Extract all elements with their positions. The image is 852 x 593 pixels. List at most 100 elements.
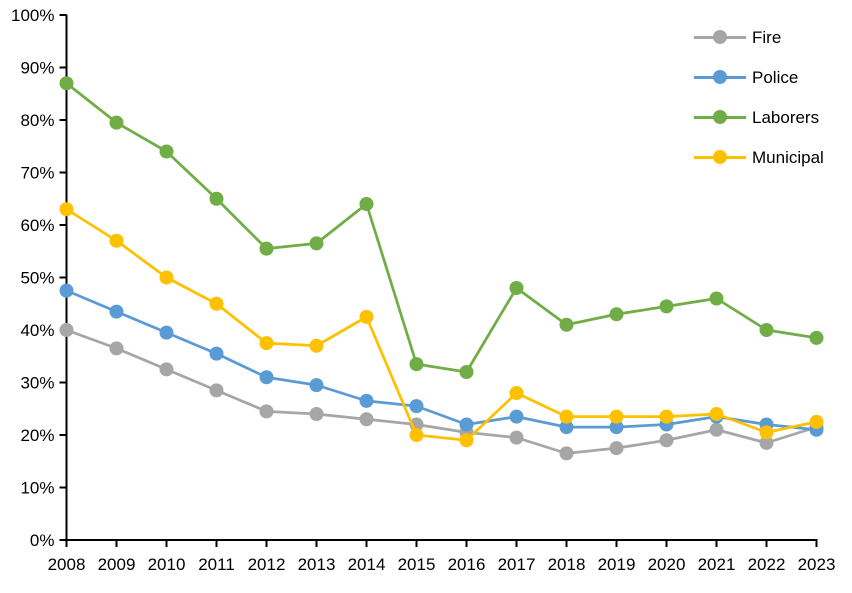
data-point-laborers-2015 [409, 357, 424, 372]
series-line-laborers [65, 81, 818, 374]
data-point-laborers-2016 [459, 365, 474, 379]
data-point-fire-2008 [59, 323, 74, 337]
series-line-police [65, 289, 818, 432]
data-point-municipal-2014 [359, 309, 374, 324]
data-point-fire-2014 [359, 412, 374, 427]
data-point-laborers-2011 [209, 191, 224, 206]
data-point-police-2010 [159, 325, 174, 340]
y-tick-label: 10% [20, 479, 54, 498]
data-point-fire-2012 [259, 404, 274, 419]
x-tick-label: 2008 [48, 555, 86, 574]
data-point-municipal-2021 [709, 407, 724, 421]
y-tick-label: 20% [20, 426, 54, 445]
x-tick-label: 2013 [298, 555, 336, 574]
y-tick-label: 30% [20, 374, 54, 393]
data-point-laborers-2022 [759, 323, 774, 337]
x-tick-label: 2011 [198, 555, 235, 574]
data-point-laborers-2021 [709, 291, 724, 306]
legend-label-fire: Fire [752, 27, 782, 47]
data-point-police-2012 [259, 370, 274, 385]
data-point-municipal-2019 [609, 409, 624, 424]
x-tick-label: 2019 [598, 555, 636, 574]
x-tick-label: 2010 [148, 555, 186, 574]
data-point-municipal-2018 [559, 409, 574, 424]
x-tick-label: 2020 [648, 555, 686, 574]
data-point-laborers-2008 [59, 76, 74, 91]
data-point-police-2013 [309, 378, 324, 393]
x-tick-label: 2018 [548, 555, 586, 574]
y-tick-label: 50% [20, 269, 54, 288]
x-tick-label: 2014 [348, 555, 386, 574]
data-point-fire-2018 [559, 446, 574, 461]
data-point-fire-2022 [759, 435, 774, 450]
data-point-laborers-2023 [809, 330, 824, 345]
data-point-police-2017 [509, 409, 524, 424]
data-point-municipal-2017 [509, 386, 524, 400]
y-tick-label: 0% [30, 531, 55, 550]
data-point-municipal-2012 [259, 336, 274, 351]
data-point-laborers-2012 [259, 241, 274, 256]
data-point-laborers-2019 [609, 307, 624, 322]
legend-label-police: Police [752, 67, 799, 87]
data-point-laborers-2014 [359, 197, 374, 211]
data-point-police-2016 [459, 417, 474, 432]
data-point-municipal-2011 [209, 296, 224, 311]
data-point-laborers-2020 [659, 299, 674, 314]
data-point-fire-2009 [109, 341, 124, 356]
data-point-municipal-2013 [309, 338, 324, 353]
data-point-fire-2010 [159, 362, 174, 377]
data-point-fire-2021 [709, 422, 724, 437]
y-tick-label: 100% [11, 6, 54, 25]
data-point-municipal-2008 [59, 202, 74, 217]
y-tick-label: 80% [20, 111, 54, 130]
legend-label-municipal: Municipal [752, 147, 824, 167]
data-point-fire-2017 [509, 430, 524, 445]
data-point-police-2018 [559, 420, 574, 435]
data-point-police-2019 [609, 420, 624, 435]
chart-legend: Fire Police Laborers Municipal [694, 17, 824, 177]
y-tick-label: 70% [20, 164, 54, 183]
legend-item-fire: Fire [694, 17, 824, 57]
x-tick-label: 2015 [398, 555, 436, 574]
data-point-municipal-2009 [109, 233, 124, 248]
legend-label-laborers: Laborers [752, 107, 820, 127]
data-point-municipal-2016 [459, 433, 474, 448]
data-point-police-2009 [109, 304, 124, 319]
data-point-municipal-2020 [659, 409, 674, 424]
series-line-municipal [65, 207, 818, 442]
data-point-police-2008 [59, 283, 74, 298]
data-point-fire-2020 [659, 433, 674, 448]
legend-marker-laborers-icon [694, 110, 746, 124]
data-point-fire-2013 [309, 407, 324, 421]
x-tick-label: 2016 [448, 555, 486, 574]
y-tick-label: 40% [20, 321, 54, 340]
data-point-police-2015 [409, 399, 424, 414]
data-point-laborers-2013 [309, 236, 324, 251]
legend-marker-fire-icon [694, 30, 746, 44]
data-point-municipal-2023 [809, 414, 824, 429]
data-point-police-2014 [359, 393, 374, 408]
x-tick-label: 2022 [748, 555, 786, 574]
data-point-laborers-2010 [159, 144, 174, 159]
data-point-municipal-2022 [759, 425, 774, 440]
x-tick-label: 2009 [98, 555, 136, 574]
x-tick-label: 2012 [248, 555, 286, 574]
data-point-police-2011 [209, 346, 224, 361]
x-tick-label: 2021 [698, 555, 736, 574]
data-point-municipal-2015 [409, 428, 424, 442]
data-point-laborers-2018 [559, 317, 574, 332]
data-point-municipal-2010 [159, 270, 174, 285]
legend-marker-municipal-icon [694, 150, 746, 164]
data-point-laborers-2009 [109, 115, 124, 130]
legend-marker-police-icon [694, 70, 746, 84]
data-point-fire-2011 [209, 383, 224, 398]
legend-item-police: Police [694, 57, 824, 97]
y-tick-label: 60% [20, 216, 54, 235]
legend-item-laborers: Laborers [694, 97, 824, 137]
x-tick-label: 2017 [498, 555, 536, 574]
data-point-laborers-2017 [509, 281, 524, 295]
x-tick-label: 2023 [798, 555, 836, 574]
series-line-fire [65, 328, 818, 455]
data-point-fire-2019 [609, 441, 624, 456]
